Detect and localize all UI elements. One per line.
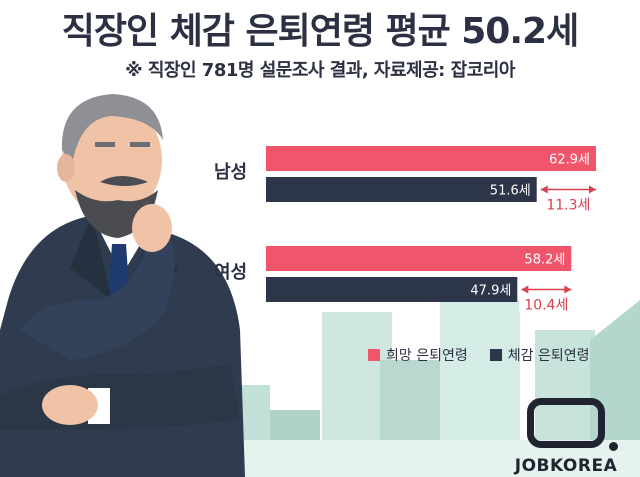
difference-arrow-head <box>564 285 572 294</box>
legend-label-felt: 체감 은퇴연령 <box>507 348 590 364</box>
legend: 희망 은퇴연령 체감 은퇴연령 <box>368 345 589 365</box>
difference-label-bg <box>541 195 596 214</box>
difference-arrow-head <box>540 185 548 194</box>
bar-hope-1 <box>266 246 572 271</box>
jobkorea-logo: JOBKOREA <box>510 398 622 476</box>
category-label-female: 여성 <box>214 262 248 283</box>
legend-swatch-felt <box>489 349 502 361</box>
logo-mark-icon <box>527 398 618 451</box>
difference-arrow-head <box>589 185 596 194</box>
bar-value-label: 51.6세 <box>490 184 531 199</box>
bar-value-label: 62.9세 <box>549 153 590 168</box>
difference-label: 11.3세 <box>546 198 590 214</box>
bar-felt-0 <box>266 177 537 202</box>
thinking-man-illustration <box>0 94 245 477</box>
difference-arrow-head <box>521 285 529 294</box>
difference-label: 10.4세 <box>524 298 568 314</box>
logo-text: JOBKOREA <box>514 456 618 476</box>
legend-swatch-hope <box>368 349 380 361</box>
logo-dot-icon <box>609 442 618 451</box>
difference-label-bg <box>519 295 574 314</box>
legend-label-hope: 희망 은퇴연령 <box>386 348 468 364</box>
chart-subtitle: ※ 직장인 781명 설문조사 결과, 자료제공: 잡코리아 <box>125 60 515 81</box>
bar-felt-1 <box>266 277 518 302</box>
bar-value-label: 58.2세 <box>524 253 565 268</box>
bar-hope-0 <box>266 146 596 171</box>
bar-value-label: 47.9세 <box>470 284 511 299</box>
category-label-male: 남성 <box>214 162 248 183</box>
chart-title: 직장인 체감 은퇴연령 평균 50.2세 <box>61 11 579 52</box>
